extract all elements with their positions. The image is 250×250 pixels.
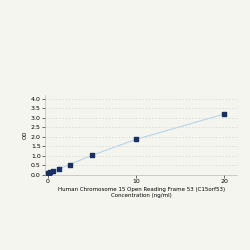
Point (48, 170, 52, 174)
X-axis label: Human Chromosome 15 Open Reading Frame 53 (C15orf53)
Concentration (ng/ml): Human Chromosome 15 Open Reading Frame 5… (58, 187, 225, 198)
Point (46, 171, 50, 175)
Point (51, 169, 55, 173)
Y-axis label: OD: OD (23, 131, 28, 139)
Point (68, 162, 72, 166)
Point (222, 112, 226, 116)
Point (47, 170, 51, 174)
Point (134, 138, 138, 141)
Point (57, 167, 61, 171)
Point (90, 154, 94, 158)
